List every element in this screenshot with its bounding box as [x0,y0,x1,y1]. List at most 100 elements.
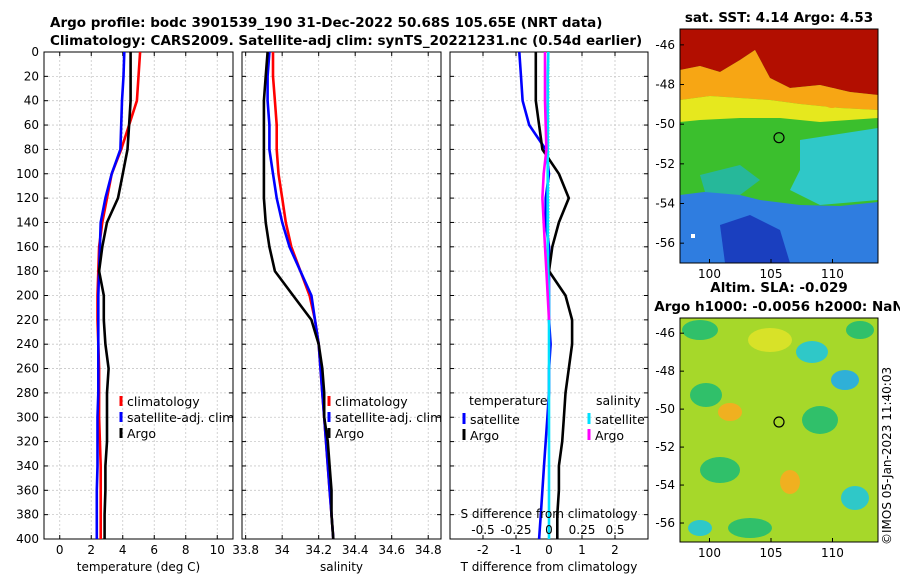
y-tick-label: 240 [16,337,39,351]
x-tick-label: 4 [119,543,127,557]
map-y-tick-label: -48 [655,78,675,92]
legend-label-temp-1: Argo [470,428,499,443]
x-tick-label: -2 [477,543,489,557]
x-tick-label: 8 [182,543,190,557]
sst-map-axes: 100 105 110 -46 -48 -50 -52 -54 -56 [655,38,844,281]
series-line-satellite-adj-clim [266,51,335,540]
legend-temp-header: temperature [469,393,548,408]
map-x-tick-label: 100 [698,546,721,560]
map-y-tick-label: -48 [655,364,675,378]
map-y-tick-label: -56 [655,236,675,250]
figure-title-line2: Climatology: CARS2009. Satellite-adj cli… [50,33,642,49]
figure-title-line1: Argo profile: bodc 3901539_190 31-Dec-20… [50,15,602,31]
map-x-tick-label: 105 [760,267,783,281]
x-tick-label: 2 [611,543,619,557]
sla-map-title-line2: Argo h1000: -0.0056 h2000: NaN [654,299,900,315]
sla-cyan-eddy-1 [796,341,828,363]
y-tick-label: 280 [16,386,39,400]
legend-label-satellite: satellite-adj. clim [127,410,234,425]
legend-label-satellite: satellite-adj. clim [335,410,442,425]
secondary-x-tick-label: 0.25 [569,523,596,537]
sla-orange-eddy-2 [780,470,800,494]
legend-label-temp-0: satellite [470,412,520,427]
secondary-x-tick-label: 0.5 [605,523,624,537]
temperature-panel: 0 2 4 6 8 10020406080100120140160180200220240… [16,45,234,574]
y-tick-label: 260 [16,362,39,376]
map-y-tick-label: -54 [655,197,675,211]
legend-sal-header: salinity [596,393,641,408]
legend-label-argo: Argo [127,426,156,441]
sla-yellow-eddy-1 [748,328,792,352]
sla-cyan-eddy-4 [688,520,712,536]
y-tick-label: 180 [16,264,39,278]
y-tick-label: 160 [16,240,39,254]
x-axis-label: salinity [320,560,363,574]
copyright-stamp: ©IMOS 05-Jan-2023 11:40:03 [880,367,894,545]
map-y-tick-label: -46 [655,38,675,52]
sla-map-axes: 100 105 110 -46 -48 -50 -52 -54 -56 [655,326,844,560]
map-y-tick-label: -46 [655,326,675,340]
x-tick-label: 34.4 [342,543,369,557]
sla-map: 100 105 110 -46 -48 -50 -52 -54 -56 [655,317,879,560]
x-tick-label: 2 [87,543,95,557]
map-x-tick-label: 110 [821,267,844,281]
sla-map-frame [679,317,879,543]
sla-green-eddy-2 [690,383,722,407]
series-line-argo [97,52,132,539]
legend-label-climatology: climatology [335,394,408,409]
y-tick-label: 100 [16,167,39,181]
map-x-tick-label: 110 [821,546,844,560]
y-tick-label: 0 [31,45,39,59]
x-tick-label: 33.8 [232,543,259,557]
legend-label-sal-0: satellite [595,412,645,427]
sla-cyan-eddy-3 [841,486,869,510]
sla-green-eddy-3 [802,406,838,434]
legend-label-sal-1: Argo [595,428,624,443]
y-tick-label: 200 [16,289,39,303]
sst-warm-eddy [822,88,842,108]
sst-yellow-band [680,96,878,122]
x-tick-label: 34.8 [415,543,442,557]
sst-deep-blue-region [720,215,790,263]
sla-green-eddy-1 [682,320,718,340]
y-tick-label: 20 [24,69,39,83]
map-x-tick-label: 100 [698,267,721,281]
salinity-panel: 33.8 34 34.2 34.4 34.6 34.8 salinity climatolog… [232,51,442,574]
map-y-tick-label: -54 [655,478,675,492]
secondary-x-tick-label: -0.5 [471,523,494,537]
x-axis-label: T difference from climatology [460,560,638,574]
y-tick-label: 380 [16,508,39,522]
sst-missing-pixel [691,234,695,238]
sla-map-title-line1: Altim. SLA: -0.029 [710,280,847,296]
legend-label-climatology: climatology [127,394,200,409]
y-tick-label: 120 [16,191,39,205]
map-y-tick-label: -52 [655,157,675,171]
series-line-argo [262,51,335,540]
map-x-tick-label: 105 [760,546,783,560]
y-tick-label: 140 [16,215,39,229]
x-tick-label: 0 [56,543,64,557]
y-tick-label: 320 [16,435,39,449]
series-line-temperature-argo [534,52,574,539]
sst-teal-patch [700,165,760,195]
x-tick-label: 34.6 [378,543,405,557]
series-line-satellite-adj-clim [95,51,126,539]
map-y-tick-label: -56 [655,516,675,530]
y-tick-label: 400 [16,532,39,546]
x-tick-label: 34 [275,543,290,557]
x-tick-label: 1 [578,543,586,557]
map-y-tick-label: -50 [655,117,675,131]
legend-label-argo: Argo [335,426,364,441]
map-y-tick-label: -52 [655,440,675,454]
series-line-salinity-argo [541,52,551,320]
sst-map-frame [679,28,879,264]
sla-cyan-eddy-2 [831,370,859,390]
y-tick-label: 360 [16,483,39,497]
difference-panel: -2 -1 0 1 2 T difference from climatology temp… [449,51,649,574]
secondary-x-axis-label: S difference from climatology [461,507,638,521]
sla-green-eddy-4 [700,457,740,483]
sla-argo-location-marker [773,416,785,428]
sst-map-title: sat. SST: 4.14 Argo: 4.53 [685,10,873,26]
x-tick-label: 34.2 [305,543,332,557]
secondary-x-tick-label: 0 [545,523,553,537]
